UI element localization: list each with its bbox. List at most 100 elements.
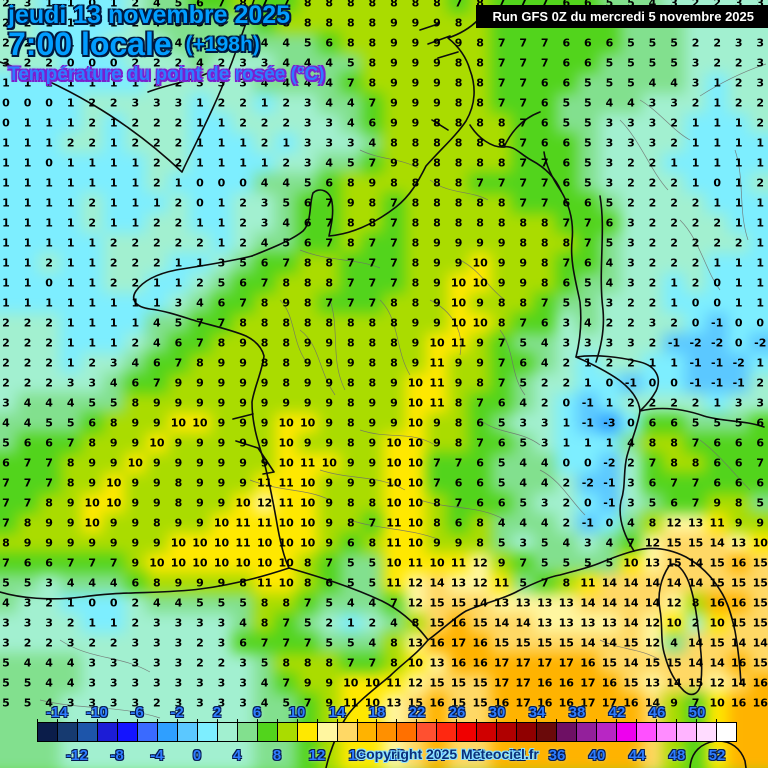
grid-value: 11 (450, 556, 467, 570)
grid-value: 3 (627, 496, 635, 510)
grid-value: 9 (411, 116, 420, 130)
grid-value: 1 (88, 236, 97, 250)
grid-value: 1 (2, 256, 10, 270)
field-cell (749, 73, 768, 94)
grid-value: 1 (239, 136, 247, 150)
grid-value: 3 (260, 196, 269, 210)
grid-value: 1 (66, 596, 75, 610)
field-cell (383, 93, 406, 114)
parameter-title: Température du point de rosée (°C) (8, 64, 325, 86)
grid-value: 3 (217, 676, 226, 690)
field-cell (167, 33, 190, 54)
grid-value: 14 (580, 636, 596, 650)
grid-value: 9 (325, 376, 334, 390)
grid-value: 9 (670, 696, 678, 710)
grid-value: 8 (303, 316, 312, 330)
grid-value: 4 (325, 156, 334, 170)
field-cell (749, 113, 768, 134)
grid-value: 5 (497, 416, 506, 430)
grid-value: 8 (260, 296, 269, 310)
grid-value: 4 (368, 596, 377, 610)
field-cell (124, 33, 147, 54)
field-cell (275, 73, 298, 94)
grid-value: 4 (109, 376, 118, 390)
grid-value: 1 (196, 136, 204, 150)
grid-value: 2 (174, 236, 183, 250)
grid-value: 1 (109, 196, 118, 210)
grid-value: 10 (192, 556, 208, 570)
grid-value: 2 (670, 396, 678, 410)
grid-value: 4 (66, 396, 75, 410)
field-cell (81, 53, 104, 74)
grid-value: 1 (88, 336, 97, 350)
grid-value: 12 (666, 596, 682, 610)
grid-value: 3 (217, 616, 226, 630)
field-cell (189, 93, 212, 114)
field-cell (447, 93, 470, 114)
grid-value: 1 (66, 236, 75, 250)
grid-value: 2 (670, 236, 678, 250)
field-cell (38, 113, 61, 134)
grid-value: 8 (131, 396, 140, 410)
grid-value: 2 (45, 596, 53, 610)
grid-value: 7 (174, 356, 183, 370)
grid-value: 2 (109, 636, 118, 650)
grid-value: 8 (540, 256, 549, 270)
grid-value: 1 (756, 296, 765, 310)
grid-value: 2 (88, 96, 97, 110)
grid-value: 14 (472, 596, 488, 610)
grid-value: 8 (368, 316, 377, 330)
grid-value: 7 (540, 36, 549, 50)
grid-value: 1 (174, 276, 183, 290)
grid-value: 8 (497, 316, 506, 330)
field-cell (16, 0, 39, 14)
grid-value: 7 (540, 296, 549, 310)
grid-value: 12 (644, 536, 661, 550)
grid-value: 3 (239, 696, 247, 710)
grid-value: 6 (670, 416, 678, 430)
field-cell (296, 0, 319, 14)
grid-value: 0 (756, 316, 765, 330)
field-cell (167, 113, 190, 134)
grid-value: 2 (562, 376, 571, 390)
grid-value: 9 (217, 416, 226, 430)
grid-value: 2 (540, 396, 549, 410)
grid-value: 13 (580, 616, 596, 630)
grid-value: 4 (519, 456, 528, 470)
grid-value: 9 (368, 456, 377, 470)
grid-value: 7 (23, 476, 32, 490)
grid-value: 7 (346, 256, 355, 270)
grid-value: 9 (433, 276, 441, 290)
grid-value: 9 (454, 356, 463, 370)
grid-value: 3 (217, 256, 226, 270)
field-cell (555, 113, 578, 134)
grid-value: 6 (670, 496, 678, 510)
grid-value: 2 (153, 696, 161, 710)
grid-value: 12 (472, 556, 488, 570)
field-cell (641, 33, 664, 54)
grid-value: 7 (691, 696, 700, 710)
grid-value: 3 (153, 676, 161, 690)
grid-value: 14 (601, 576, 618, 590)
grid-value: 8 (217, 336, 226, 350)
grid-value: 0 (627, 416, 635, 430)
field-cell (16, 133, 39, 154)
grid-value: 2 (88, 116, 97, 130)
field-cell (577, 93, 600, 114)
grid-value: 3 (670, 96, 678, 110)
grid-value: 1 (756, 196, 765, 210)
grid-value: -1 (711, 316, 724, 330)
grid-value: 8 (66, 456, 75, 470)
grid-value: 1 (66, 216, 75, 230)
grid-value: 2 (691, 256, 700, 270)
field-cell (684, 93, 707, 114)
grid-value: 9 (239, 356, 247, 370)
field-cell (469, 53, 492, 74)
grid-value: 5 (325, 636, 334, 650)
field-cell (598, 93, 621, 114)
field-cell (533, 33, 557, 54)
grid-value: 10 (407, 396, 424, 410)
grid-value: 7 (497, 336, 506, 350)
grid-value: 9 (433, 36, 441, 50)
field-cell (512, 33, 535, 54)
